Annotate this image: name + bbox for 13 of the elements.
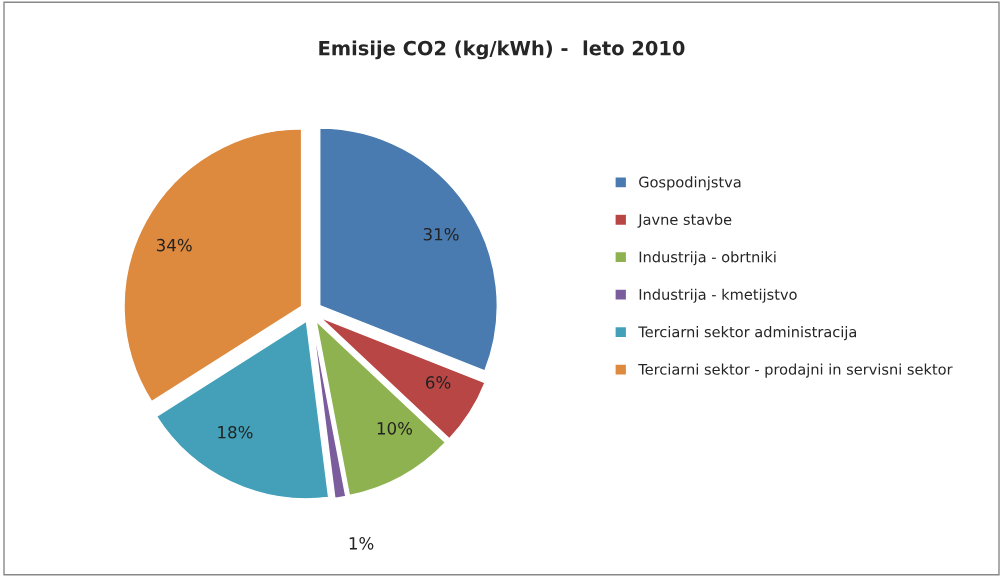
legend-label: Industrija - obrtniki	[639, 251, 776, 266]
data-label: 6%	[426, 376, 451, 389]
data-label: 1%	[349, 537, 374, 550]
data-label: 10%	[377, 422, 413, 435]
data-label: 34%	[156, 238, 192, 252]
legend-label: Industrija - kmetijstvo	[639, 288, 797, 303]
legend-label: Terciarni sektor administracija	[638, 326, 857, 341]
legend-label: Javne stavbe	[637, 213, 732, 228]
legend-label: Terciarni sektor - prodajni in servisni sektor	[638, 363, 953, 378]
chart-title: Emisije CO2 (kg/kWh) - leto 2010	[319, 40, 685, 60]
data-label: 18%	[218, 425, 253, 439]
data-label: 31%	[423, 227, 459, 241]
legend-label: Gospodinjstva	[639, 176, 741, 191]
